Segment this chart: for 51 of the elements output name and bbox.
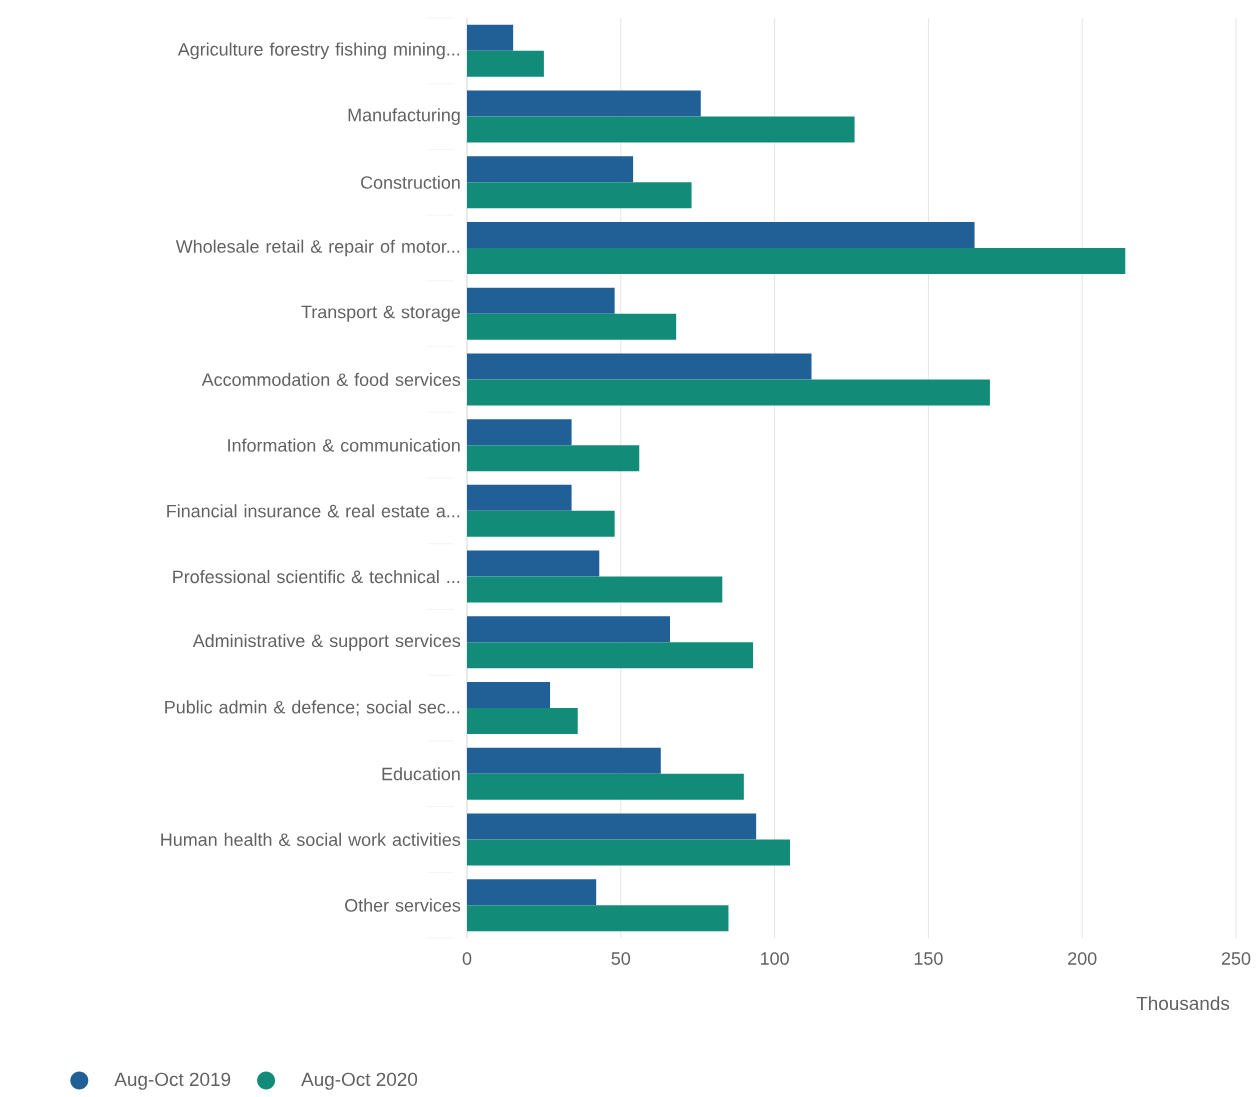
x-tick-label: 50 [611, 952, 631, 965]
x-tick-label: 0 [462, 952, 472, 965]
bar [467, 222, 975, 248]
bar [467, 510, 615, 537]
bar [467, 156, 634, 183]
legend-label: Aug-Oct 2020 [301, 1072, 418, 1090]
y-tick-label: Public admin & defence; social sec... [165, 700, 460, 716]
x-tick-label: 250 [1221, 952, 1251, 965]
y-tick-label: Construction [361, 175, 460, 189]
bar [467, 839, 790, 866]
bar [467, 879, 597, 906]
bar [467, 248, 1126, 274]
y-tick-label: Wholesale retail & repair of motor... [175, 239, 460, 257]
bar [467, 182, 692, 209]
y-tick-label: Human health & social work activities [161, 832, 461, 847]
y-tick-label: Agriculture forestry fishing mining... [177, 42, 460, 60]
bar [467, 287, 615, 314]
y-tick-label: Accommodation & food services [201, 372, 461, 387]
bar [467, 379, 990, 406]
y-tick-label: Manufacturing [348, 108, 460, 125]
bar [467, 682, 551, 709]
bar [467, 313, 677, 340]
x-tick-label: 150 [914, 952, 943, 965]
legend-label: Aug-Oct 2019 [114, 1072, 231, 1090]
bar [467, 550, 600, 577]
bar [467, 773, 744, 800]
bar [467, 484, 572, 511]
bar [467, 50, 544, 77]
y-tick-label: Information & communication [228, 438, 460, 452]
y-tick-label: Education [382, 767, 460, 781]
bar [467, 905, 729, 932]
y-tick-label: Other services [345, 898, 461, 912]
x-tick-label: 200 [1068, 952, 1097, 965]
bar [467, 116, 855, 143]
bar [467, 708, 578, 735]
bar [467, 642, 754, 669]
bar [467, 813, 757, 840]
bar [467, 616, 671, 643]
bar [467, 353, 812, 380]
x-tick-label: 100 [761, 952, 789, 965]
bar [467, 90, 701, 117]
bar [467, 445, 640, 472]
y-tick-label: Professional scientific & technical ... [173, 569, 460, 584]
bar [467, 24, 514, 51]
bar [467, 747, 661, 774]
y-tick-label: Financial insurance & real estate a... [167, 504, 460, 518]
bar [467, 419, 572, 446]
x-axis-title: Thousands [1136, 996, 1230, 1011]
y-tick-label: Transport & storage [301, 305, 460, 322]
y-tick-label: Administrative & support services [192, 633, 461, 651]
bar [467, 576, 723, 603]
